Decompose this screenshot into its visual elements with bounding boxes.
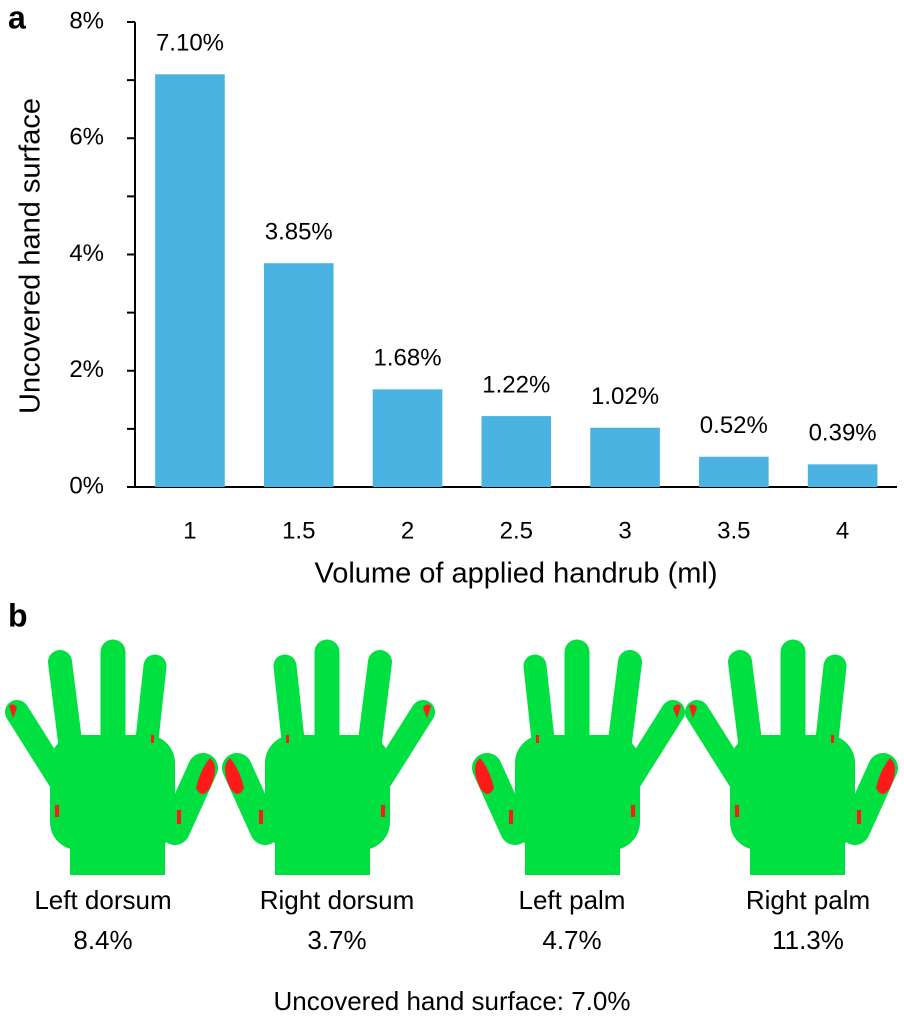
value-label: 7.10% <box>156 30 224 57</box>
hand-label: Right dorsum <box>260 885 415 915</box>
panel-label: b <box>8 597 28 633</box>
y-tick-label: 2% <box>69 356 104 383</box>
x-tick-label: 3.5 <box>717 517 750 544</box>
bar <box>699 456 769 487</box>
x-tick-label: 2.5 <box>500 517 533 544</box>
panel-label: a <box>8 0 26 35</box>
hand-image <box>225 652 431 875</box>
x-tick-label: 2 <box>401 517 414 544</box>
bar <box>263 263 334 487</box>
bar <box>807 464 878 487</box>
x-tick-label: 3 <box>618 517 631 544</box>
bar <box>372 389 443 487</box>
hand-image <box>9 652 215 875</box>
hand-label: Left palm <box>519 885 626 915</box>
hand-label: Left dorsum <box>34 885 171 915</box>
hand-label: Right palm <box>746 885 870 915</box>
value-label: 1.22% <box>482 371 550 398</box>
y-tick-label: 8% <box>69 7 104 34</box>
y-axis-label: Uncovered hand surface <box>15 98 47 414</box>
hand-value: 11.3% <box>772 925 844 955</box>
y-tick-label: 6% <box>69 124 104 151</box>
value-label: 0.52% <box>700 412 768 439</box>
hand-image <box>689 652 895 875</box>
x-tick-label: 1.5 <box>282 517 315 544</box>
bar <box>590 427 660 487</box>
value-label: 3.85% <box>265 219 333 246</box>
hand-value: 4.7% <box>542 925 601 955</box>
hand-value: 8.4% <box>73 925 132 955</box>
value-label: 1.68% <box>373 345 441 372</box>
x-axis-label: Volume of applied handrub (ml) <box>314 558 717 590</box>
hand-value: 3.7% <box>307 925 366 955</box>
y-tick-label: 4% <box>69 240 104 267</box>
value-label: 1.02% <box>591 383 659 410</box>
value-label: 0.39% <box>809 420 877 447</box>
x-tick-label: 1 <box>183 517 196 544</box>
summary: Uncovered hand surface: 7.0% <box>274 986 631 1016</box>
bar <box>155 74 225 487</box>
bar <box>481 416 552 487</box>
hand-image <box>475 652 681 875</box>
x-tick-label: 4 <box>836 517 849 544</box>
y-tick-label: 0% <box>69 472 104 499</box>
